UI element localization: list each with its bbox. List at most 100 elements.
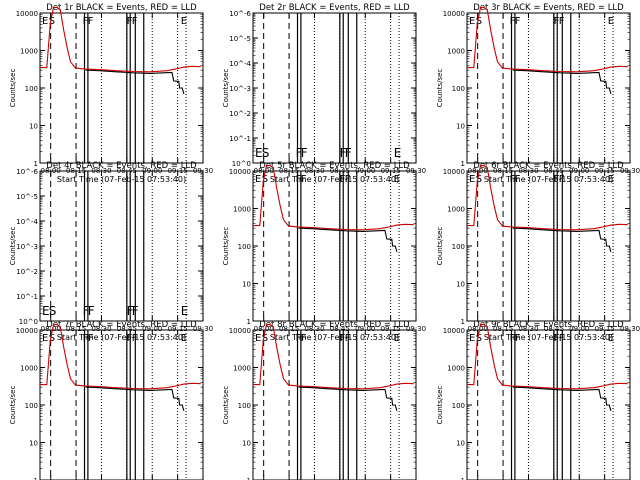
y-tick-label: 1000 (233, 365, 251, 373)
y-tick-label: 10^-4 (16, 218, 38, 226)
event-marker-letter: F (296, 146, 303, 160)
y-axis-label: Counts/sec (436, 227, 444, 266)
x-axis-label: Start Time (07-Feb-15 07:53:40) (484, 175, 613, 184)
y-tick-label: 10^-5 (16, 193, 38, 201)
event-marker-letter: E (42, 16, 48, 27)
y-axis-label: Counts/sec (436, 386, 444, 425)
y-tick-label: 1 (34, 477, 38, 480)
y-tick-label: 10 (456, 440, 465, 448)
series-line-lld (253, 164, 414, 231)
series-line-lld (253, 323, 414, 390)
event-marker-letter: F (515, 16, 521, 27)
x-tick-label: 08:15 (66, 325, 86, 333)
y-tick-label: 10^-5 (229, 35, 251, 43)
event-marker-letter: F (340, 174, 346, 185)
y-tick-label: 100 (25, 85, 38, 93)
x-axis-label: Start Time (07-Feb-15 07:53:40) (57, 175, 186, 184)
event-marker-letter: F (88, 16, 94, 27)
plot-title: Det 1r BLACK = Events, RED = LLD (46, 3, 197, 13)
event-marker-letter: S (476, 333, 482, 344)
series-line-lld (40, 6, 201, 73)
plot-panel-2: Det 2r BLACK = Events, RED = LLD 10^0 10^-… (222, 3, 426, 184)
event-marker-letter: F (83, 16, 89, 27)
y-tick-label: 10^-2 (16, 268, 38, 276)
x-tick-label: 08:45 (330, 325, 350, 333)
y-tick-label: 1 (247, 318, 251, 326)
x-tick-label: 08:30 (304, 325, 324, 333)
y-axis-label: Counts/sec (222, 386, 230, 425)
event-marker-letter: F (345, 146, 352, 160)
y-tick-label: 10 (242, 281, 251, 289)
event-marker-letter: F (132, 304, 139, 318)
plot-title: Det 4r BLACK = Events, RED = LLD (46, 161, 197, 171)
series-line-lld (467, 6, 628, 73)
series-line-events (512, 386, 612, 411)
event-marker-letter: F (340, 146, 347, 160)
event-marker-letter: E (181, 333, 187, 344)
y-tick-label: 10^-2 (229, 110, 251, 118)
series-line-events (85, 69, 185, 94)
x-axis-label: Start Time (07-Feb-15 07:53:40) (270, 333, 399, 342)
plot-panel-1: Det 1r BLACK = Events, RED = LLD 1 10 100 10… (9, 3, 213, 184)
plot-title: Det 8r BLACK = Events, RED = LLD (259, 320, 410, 330)
y-tick-label: 100 (238, 402, 251, 410)
event-marker-letter: F (127, 304, 134, 318)
plot-panel-7: Det 7r BLACK = Events, RED = LLD 1 10 100 10… (9, 320, 204, 480)
series-line-lld (467, 164, 628, 231)
y-tick-label: 100 (452, 243, 465, 251)
event-marker-letter: S (262, 174, 268, 185)
x-tick-label: 08:00 (41, 325, 61, 333)
event-marker-letter: F (559, 16, 565, 27)
y-tick-label: 1000 (20, 48, 38, 56)
x-axis-label: Start Time (07-Feb-15 07:53:40) (270, 175, 399, 184)
event-marker-letter: S (476, 174, 482, 185)
y-tick-label: 10000 (16, 10, 38, 18)
event-marker-letter: F (88, 333, 94, 344)
event-marker-letter: E (394, 333, 400, 344)
y-tick-label: 1 (461, 318, 465, 326)
y-tick-label: 10 (29, 123, 38, 131)
event-marker-letter: S (262, 146, 270, 160)
event-marker-letter: F (345, 333, 351, 344)
x-tick-label: 08:45 (117, 325, 137, 333)
y-tick-label: 10000 (443, 327, 465, 335)
y-tick-label: 10 (29, 440, 38, 448)
plot-title: Det 3r BLACK = Events, RED = LLD (473, 3, 624, 13)
event-marker-letter: F (554, 16, 560, 27)
event-marker-letter: F (515, 174, 521, 185)
series-line-events (298, 227, 398, 252)
event-marker-letter: F (301, 146, 308, 160)
event-marker-letter: S (49, 304, 57, 318)
plot-frame (252, 12, 417, 164)
y-tick-label: 100 (452, 85, 465, 93)
event-marker-letter: F (510, 333, 516, 344)
event-marker-letter: E (255, 146, 263, 160)
x-tick-label: 08:30 (518, 325, 538, 333)
event-marker-letter: E (469, 174, 475, 185)
event-marker-letter: E (608, 174, 614, 185)
event-marker-letter: E (469, 333, 475, 344)
event-marker-letter: E (608, 333, 614, 344)
y-tick-label: 10000 (229, 168, 251, 176)
event-marker-letter: F (301, 333, 307, 344)
event-marker-letter: S (49, 333, 55, 344)
event-marker-letter: F (83, 304, 90, 318)
event-marker-letter: F (554, 333, 560, 344)
series-line-lld (467, 323, 628, 390)
plot-panel-9: Det 9r BLACK = Events, RED = LLD11010010… (436, 320, 631, 480)
y-tick-label: 1000 (20, 365, 38, 373)
y-tick-label: 1000 (233, 206, 251, 214)
plot-panel-8: Det 8r BLACK = Events, RED = LLD11010010… (222, 320, 417, 480)
event-marker-letter: E (394, 146, 402, 160)
event-marker-letter: F (510, 174, 516, 185)
y-tick-label: 1 (461, 477, 465, 480)
series-line-events (85, 386, 185, 411)
plot-title: Det 7r BLACK = Events, RED = LLD (46, 320, 197, 330)
y-axis-label: Counts/sec (9, 69, 17, 108)
event-marker-letter: F (510, 16, 516, 27)
y-tick-label: 10000 (16, 327, 38, 335)
y-tick-label: 10000 (443, 10, 465, 18)
y-tick-label: 1000 (447, 48, 465, 56)
x-tick-label: 09:00 (569, 325, 589, 333)
x-tick-label: 09:30 (406, 325, 426, 333)
